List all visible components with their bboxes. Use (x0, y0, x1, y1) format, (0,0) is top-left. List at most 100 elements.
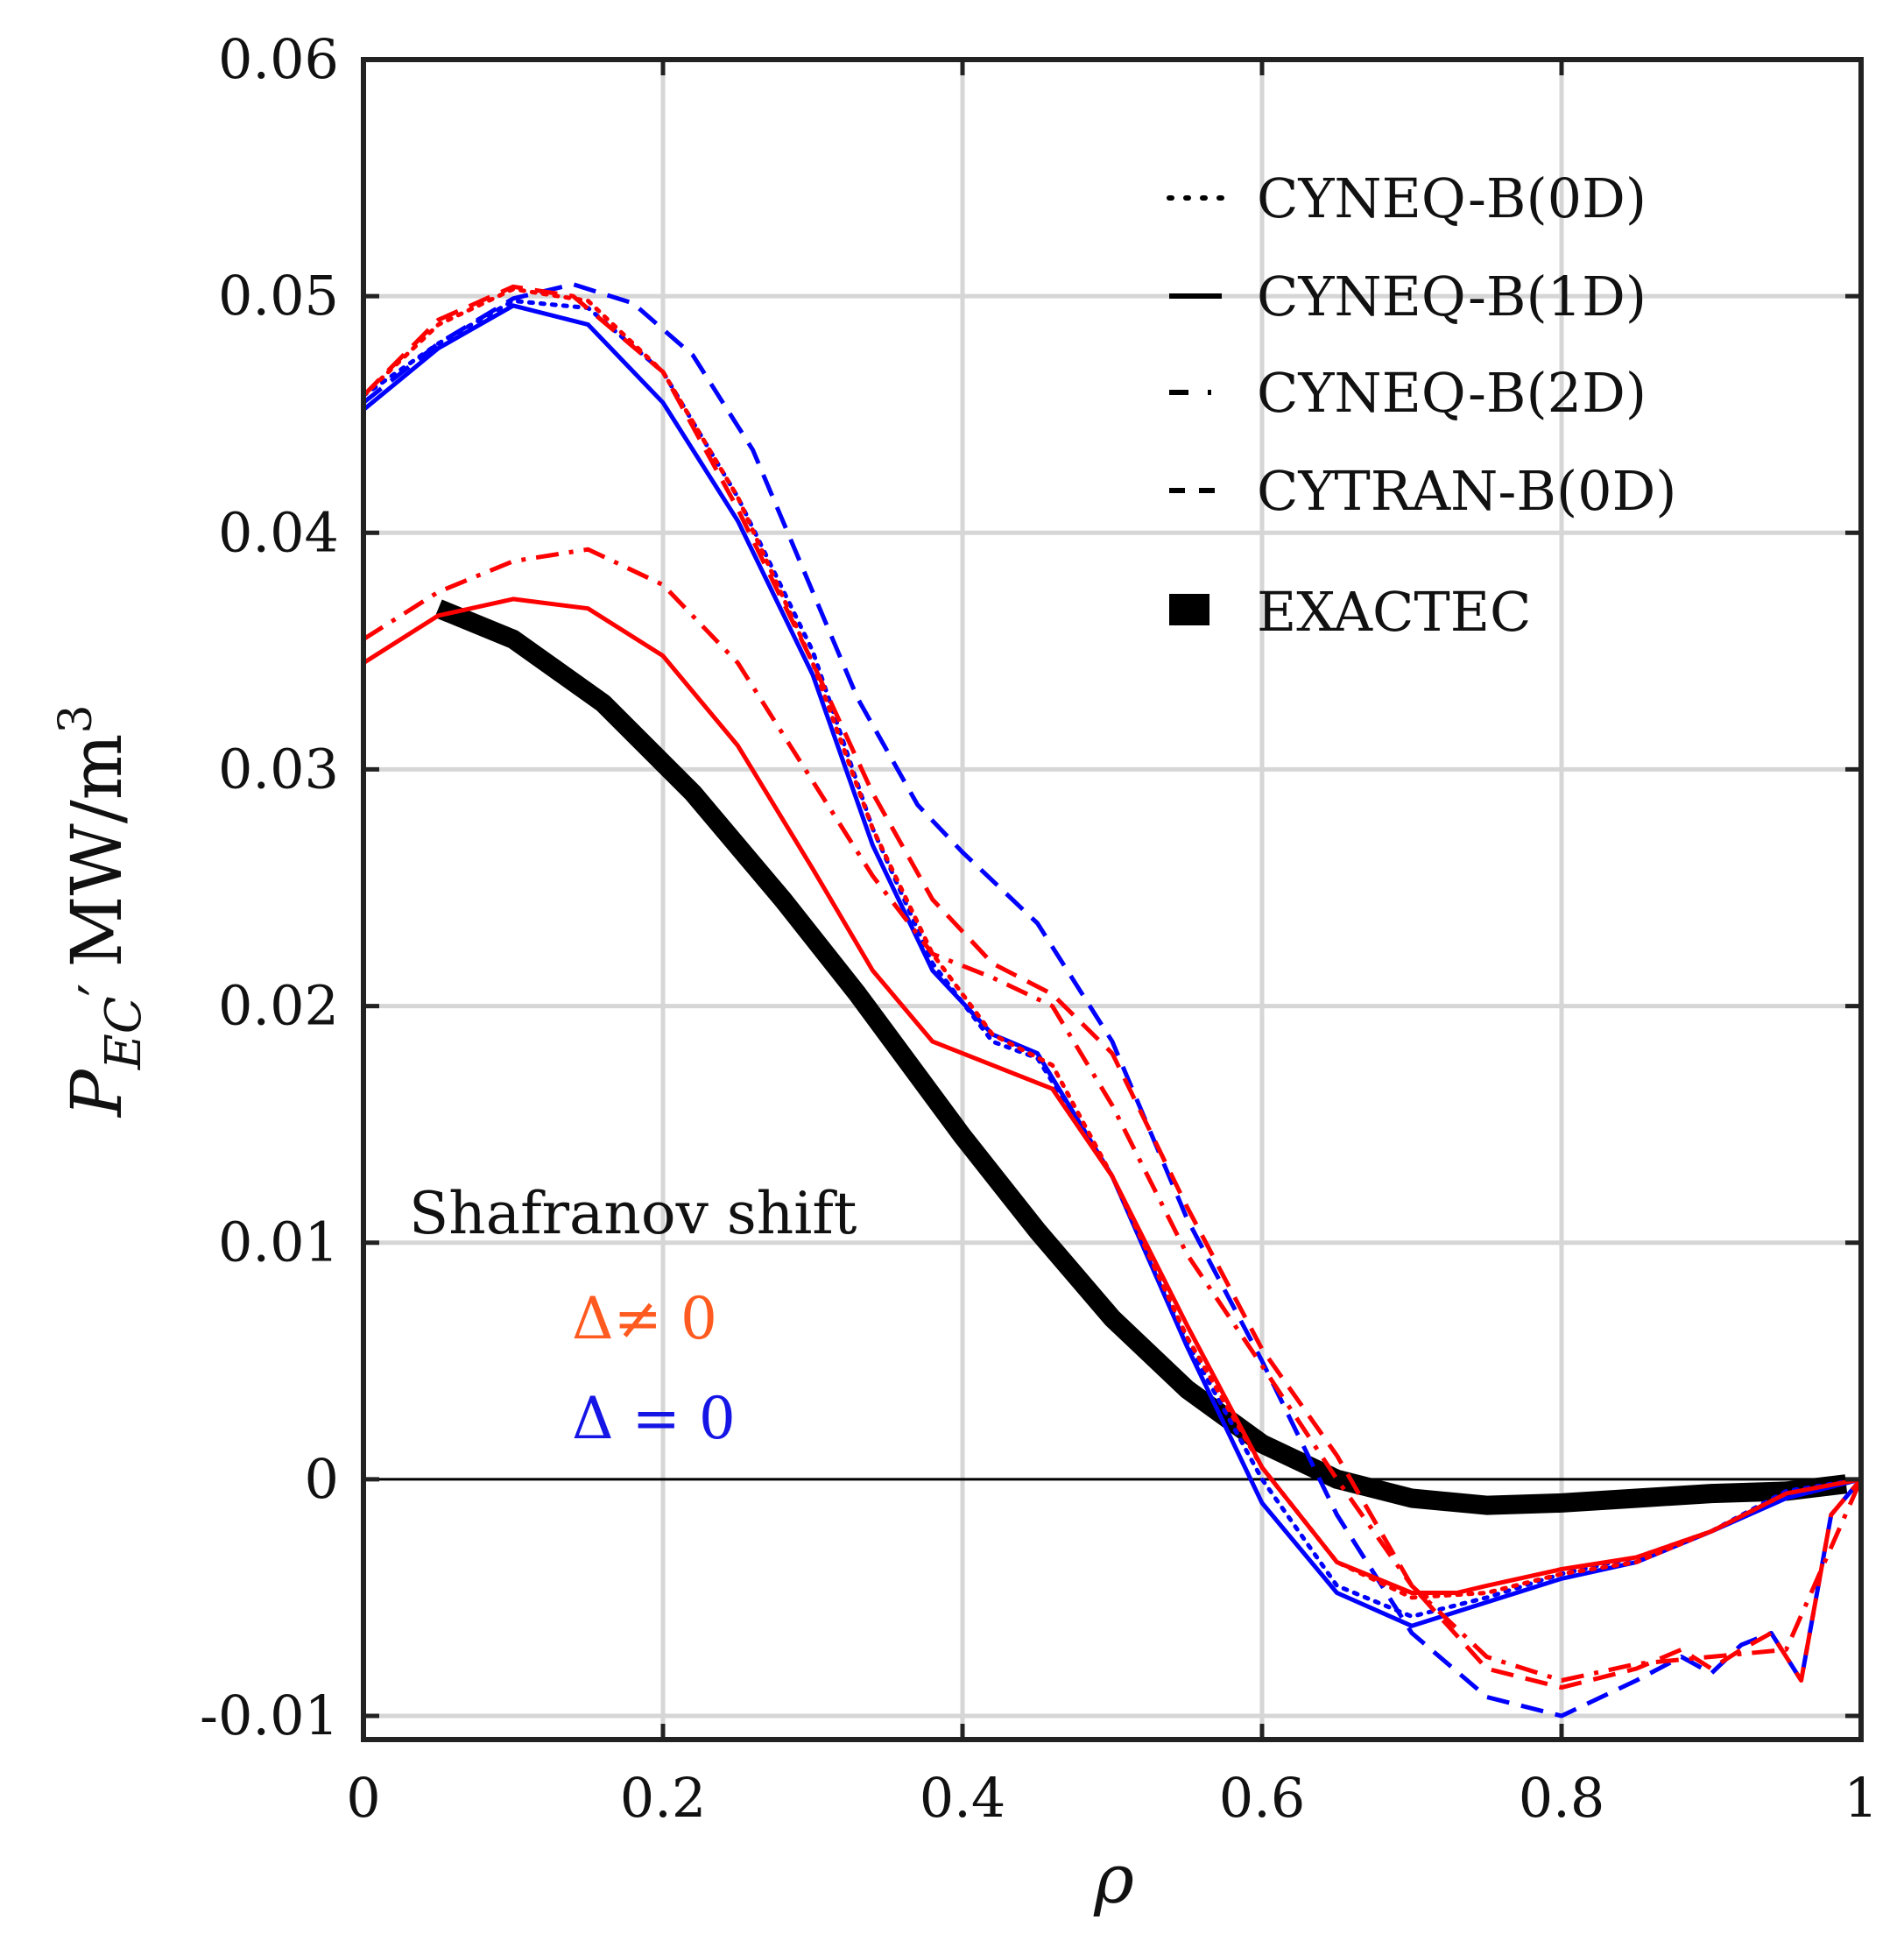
data-point-cyneq1d_blue (1037, 1053, 1038, 1054)
data-point-exactec (1037, 1231, 1038, 1232)
data-point-cyneq0d_red (737, 497, 738, 498)
data-point-cytran_red (1711, 1668, 1712, 1669)
x-tick-label: 0 (346, 1766, 380, 1830)
y-axis-label-prime: ′ (67, 983, 135, 996)
data-point-cytran_red (663, 371, 664, 372)
x-tick-label: 0.4 (920, 1766, 1006, 1830)
data-point-exactec (1187, 1389, 1188, 1390)
data-point-cytran_blue (857, 698, 858, 699)
data-point-exactec (1262, 1443, 1263, 1444)
grid-layer (363, 60, 1861, 1740)
data-point-cyneq1d_red (1262, 1467, 1263, 1468)
data-point-cyneq2d_red (1711, 1656, 1712, 1657)
data-point-cyneq0d_blue (1486, 1597, 1487, 1598)
data-point-cyneq1d_red (1636, 1556, 1637, 1557)
data-point-cytran_red (438, 320, 439, 321)
data-point-cyneq0d_blue (813, 651, 814, 652)
y-tick-label: 0.05 (218, 264, 339, 328)
data-point-cytran_blue (1262, 1360, 1263, 1361)
x-tick-label: 0.6 (1219, 1766, 1306, 1830)
data-point-cyneq0d_blue (513, 300, 514, 301)
data-point-cyneq1d_red (932, 1041, 933, 1042)
data-point-exactec (1112, 1318, 1113, 1319)
data-point-cytran_blue (1037, 923, 1038, 924)
data-point-cytran_blue (1741, 1644, 1742, 1645)
data-point-cytran_blue (1486, 1697, 1487, 1698)
data-point-cytran_red (513, 286, 514, 287)
data-point-cytran_red (1771, 1633, 1772, 1634)
data-point-cyneq0d_red (438, 324, 439, 325)
annotation-shift-nonzero: Δ≠ 0 (572, 1285, 717, 1352)
data-point-cytran_blue (1711, 1673, 1712, 1674)
data-point-cyneq1d_red (1412, 1592, 1413, 1593)
data-point-cytran_red (1801, 1680, 1802, 1681)
data-point-cyneq2d_red (438, 591, 439, 592)
y-tick-label: 0.06 (218, 27, 339, 91)
data-point-cytran_blue (813, 591, 814, 592)
data-point-cyneq1d_red (663, 655, 664, 656)
data-point-cyneq1d_red (1711, 1531, 1712, 1532)
legend-label: CYNEQ-B(1D) (1257, 265, 1647, 328)
data-point-cytran_blue (573, 284, 574, 285)
annotation-shift-zero: Δ = 0 (572, 1385, 736, 1452)
data-point-exactec (693, 793, 694, 794)
series-layer (361, 282, 1864, 1719)
data-point-cyneq2d_red (588, 549, 589, 550)
data-point-cytran_red (813, 662, 814, 663)
data-point-cyneq1d_red (438, 615, 439, 616)
data-point-cytran_red (1636, 1668, 1637, 1669)
data-point-cyneq0d_red (872, 828, 873, 829)
y-tick-label: 0 (305, 1447, 339, 1511)
data-point-cytran_blue (693, 355, 694, 356)
data-point-cyneq0d_blue (438, 343, 439, 344)
data-point-cytran_red (1262, 1349, 1263, 1350)
y-axis-label-sup: 3 (50, 704, 102, 733)
x-axis-label: ρ (1093, 1840, 1134, 1919)
data-point-cyneq2d_red (1412, 1585, 1413, 1586)
data-point-cyneq1d_red (588, 608, 589, 609)
data-point-cyneq1d_red (1456, 1592, 1457, 1593)
data-point-cyneq1d_blue (1262, 1502, 1263, 1503)
tick-layer: 0 0.2 0.4 0.6 0.8 1-0.0100.010.020.030.040.05… (200, 27, 1879, 1830)
data-point-exactec (438, 608, 439, 609)
y-axis-label-sub: EC (95, 996, 152, 1070)
data-point-cyneq1d_blue (588, 324, 589, 325)
data-point-cyneq0d_red (1412, 1597, 1413, 1598)
data-point-cytran_blue (1112, 1041, 1113, 1042)
annotation-shafranov-shift: Shafranov shift (409, 1180, 857, 1247)
legend-label: CYNEQ-B(0D) (1257, 166, 1647, 230)
data-point-cytran_red (1112, 1053, 1113, 1054)
data-point-cytran_red (1187, 1207, 1188, 1208)
series-line-cytran_blue (362, 282, 1863, 1719)
data-point-cyneq2d_red (1786, 1649, 1787, 1650)
data-point-cyneq2d_red (1187, 1254, 1188, 1255)
data-point-cyneq1d_red (1486, 1585, 1487, 1586)
data-point-cyneq1d_blue (813, 674, 814, 675)
data-point-cyneq1d_red (1112, 1176, 1113, 1177)
data-point-cyneq1d_blue (1336, 1592, 1337, 1593)
data-point-cytran_red (1741, 1649, 1742, 1650)
legend-swatch-thick (1169, 594, 1209, 625)
data-point-cytran_blue (1187, 1218, 1188, 1219)
data-point-cytran_red (573, 296, 574, 297)
series-line-cyneq1d_red (362, 596, 1862, 1595)
x-tick-label: 0.8 (1519, 1766, 1605, 1830)
data-point-cyneq1d_blue (1786, 1498, 1787, 1499)
data-point-cyneq1d_red (813, 868, 814, 869)
data-point-cyneq1d_red (1187, 1325, 1188, 1326)
data-point-cytran_red (872, 793, 873, 794)
data-point-cytran_blue (1412, 1633, 1413, 1634)
y-axis-label-main: P (56, 1069, 138, 1119)
y-tick-label: 0.01 (218, 1211, 339, 1274)
data-point-cyneq2d_red (1636, 1663, 1637, 1664)
data-point-cyneq1d_blue (1486, 1602, 1487, 1603)
legend-label: CYTRAN-B(0D) (1257, 459, 1676, 523)
data-point-cytran_red (1336, 1455, 1337, 1456)
data-point-cytran_red (737, 509, 738, 510)
data-point-cyneq2d_red (1112, 1105, 1113, 1106)
y-axis-label-units: MW/m (56, 733, 138, 967)
data-point-cyneq1d_red (513, 598, 514, 599)
data-point-exactec (1486, 1505, 1487, 1506)
data-point-cytran_red (1052, 994, 1053, 995)
data-point-cyneq1d_red (1052, 1089, 1053, 1090)
